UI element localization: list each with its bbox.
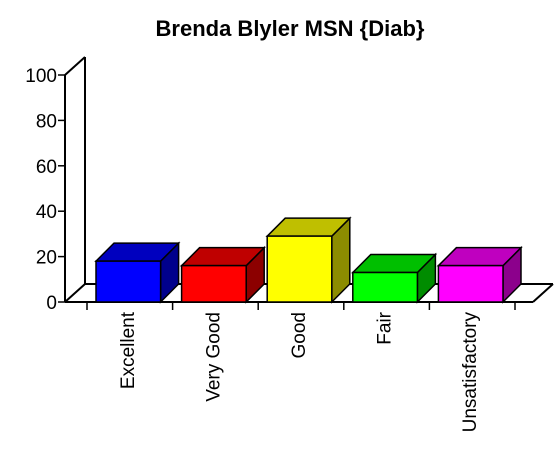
- x-tick-label: Very Good: [203, 312, 224, 402]
- bar: [94, 241, 181, 304]
- bar: [265, 216, 352, 304]
- bar-front: [352, 271, 419, 303]
- bar-front: [95, 260, 162, 303]
- y-tick-label: 100: [25, 66, 57, 87]
- y-tick-label: 0: [46, 293, 57, 314]
- y-tick-label: 80: [36, 111, 57, 132]
- y-tick-label: 20: [36, 248, 57, 269]
- bar-front: [180, 264, 247, 303]
- x-tick-label: Good: [289, 312, 310, 358]
- y-tick-label: 60: [36, 157, 57, 178]
- x-tick-label: Unsatisfactory: [460, 312, 481, 433]
- y-tick-label: 40: [36, 202, 57, 223]
- floor: [64, 283, 554, 303]
- x-tick-label: Excellent: [118, 311, 139, 389]
- bar: [350, 252, 438, 304]
- bar-front: [266, 235, 333, 303]
- bar: [436, 245, 523, 304]
- x-tick-label: Fair: [375, 311, 396, 344]
- bar-front: [437, 264, 504, 303]
- chart-title: Brenda Blyler MSN {Diab}: [156, 16, 425, 41]
- bar: [179, 245, 267, 304]
- y-axis-top: [64, 56, 86, 76]
